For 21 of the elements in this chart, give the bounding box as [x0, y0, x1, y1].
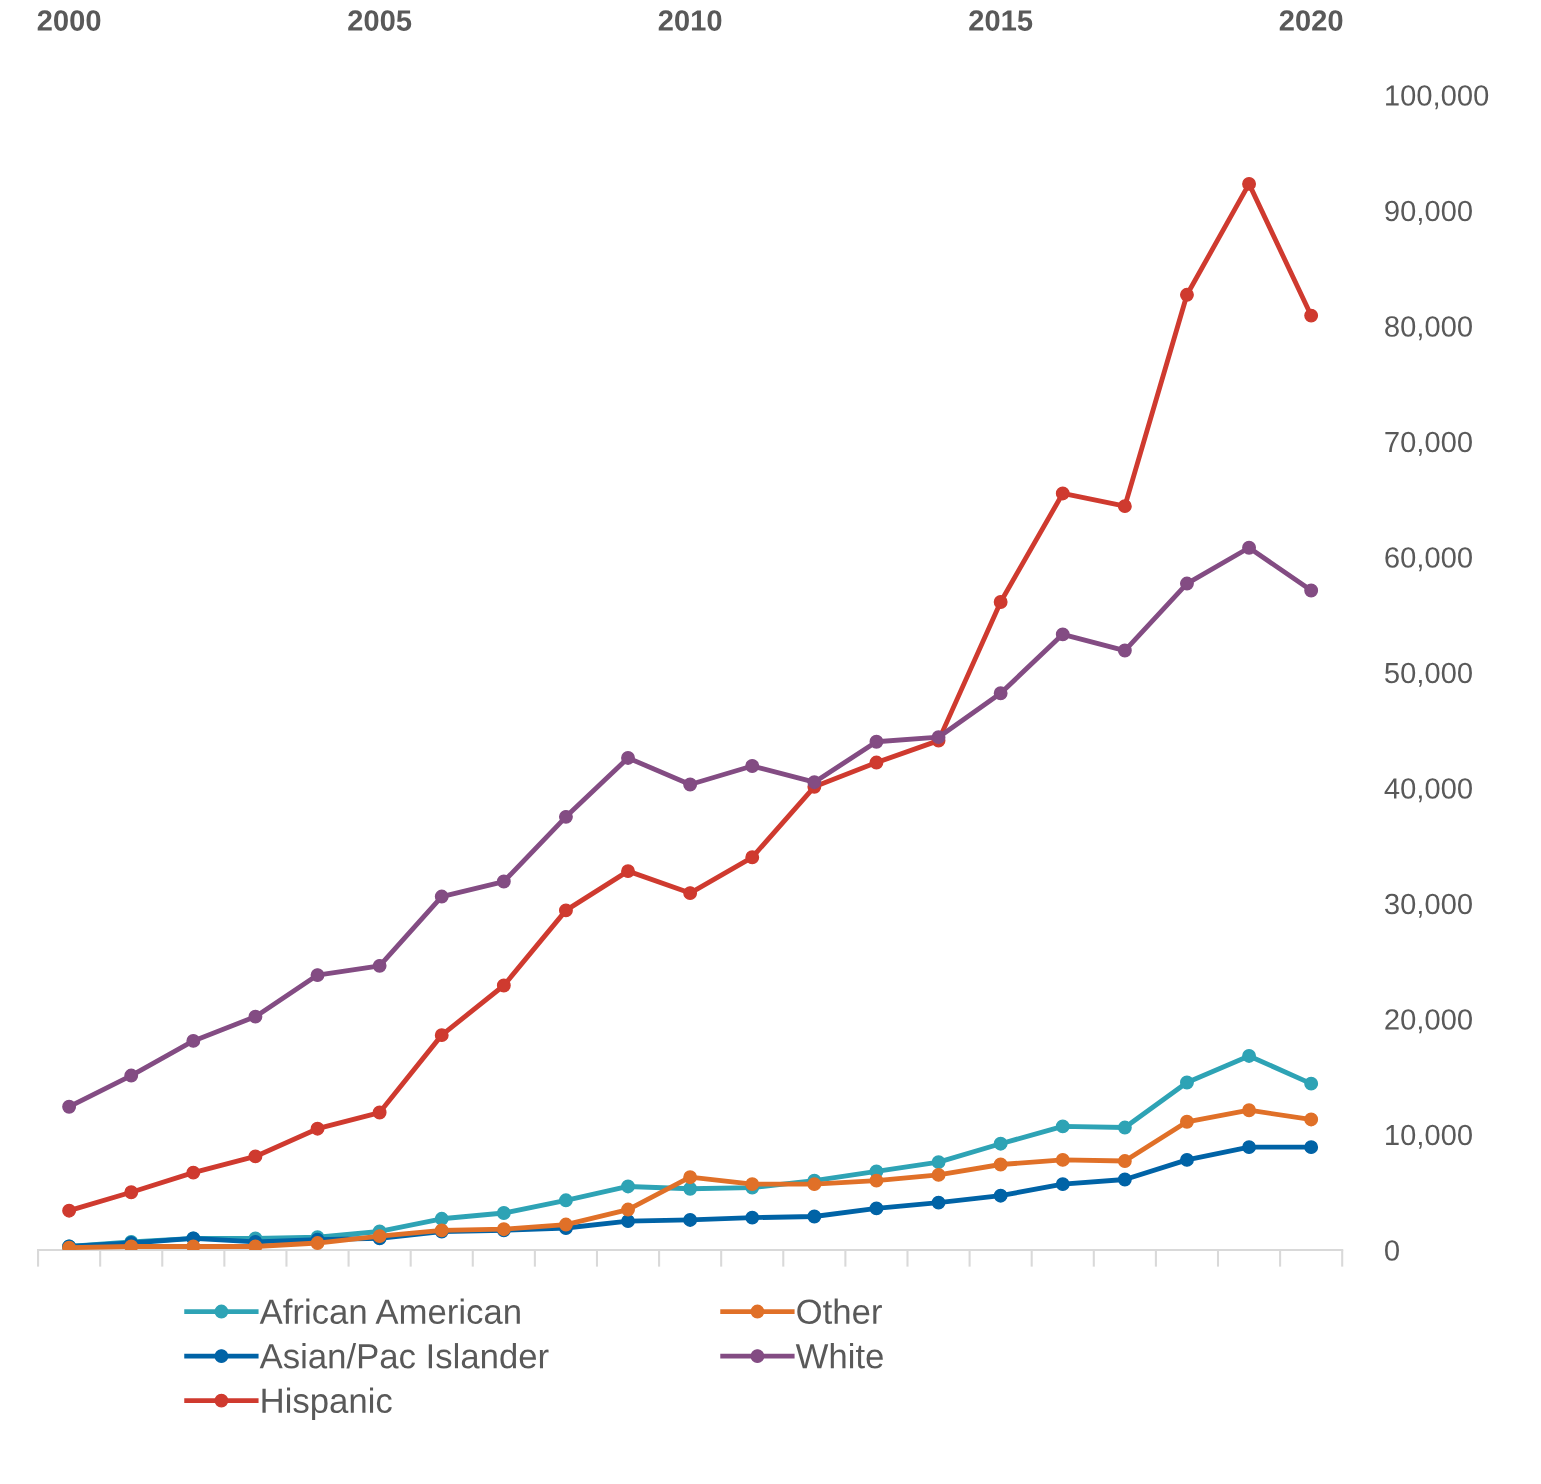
legend-label: White [795, 1343, 883, 1369]
y-tick-label: 50,000 [1385, 662, 1472, 687]
x-tick-label: 2020 [1279, 10, 1343, 31]
y-tick-label: 40,000 [1384, 778, 1472, 803]
y-tick-label: 0 [1385, 1240, 1399, 1261]
y-tick-label: 30,000 [1384, 893, 1472, 918]
y-tick-label: 80,000 [1385, 316, 1472, 341]
legend-label: Hispanic [262, 1387, 392, 1420]
legend-label: African American [259, 1298, 520, 1325]
x-tick-label: 2000 [37, 10, 101, 31]
y-tick-label: 20,000 [1385, 1009, 1472, 1034]
y-tick-label: 70,000 [1385, 431, 1472, 456]
legend-label: Asian/Pac Islander [259, 1343, 549, 1369]
legend-label: Other [797, 1298, 882, 1325]
y-tick-label: 10,000 [1386, 1124, 1472, 1149]
x-tick-label: 2015 [969, 10, 1033, 31]
y-tick-label: 100,000 [1386, 85, 1489, 110]
x-tick-label: 2005 [348, 10, 412, 31]
y-tick-label: 60,000 [1385, 547, 1472, 572]
x-tick-label: 2010 [658, 10, 722, 31]
y-tick-label: 90,000 [1385, 200, 1472, 225]
